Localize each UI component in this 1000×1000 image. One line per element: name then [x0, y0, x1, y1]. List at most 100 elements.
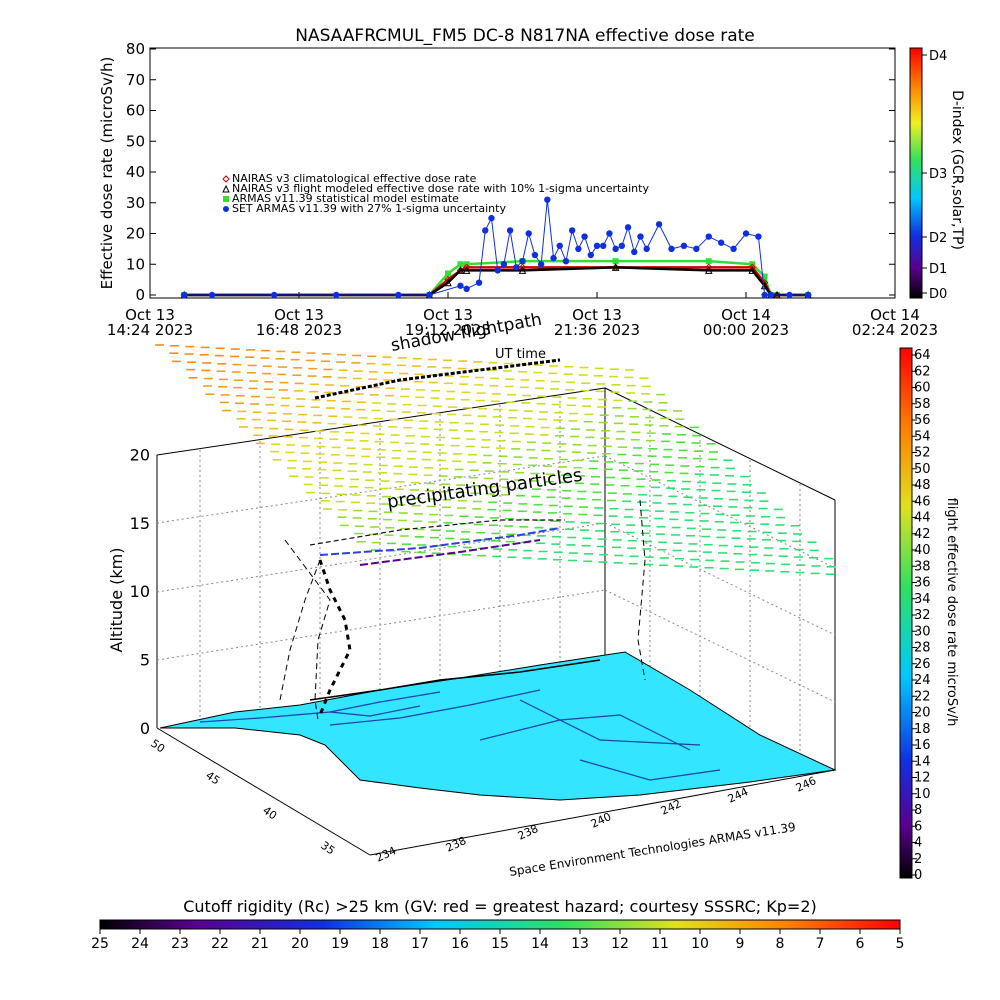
x-tick-label-day: Oct 14	[870, 306, 920, 324]
rc-tick-label: 13	[571, 936, 589, 952]
dose-colorbar-tick-label: 6	[914, 819, 922, 834]
data-point	[786, 291, 793, 299]
d-index-tick-label: D3	[929, 167, 947, 182]
latitude-tick-label: 40	[260, 804, 279, 823]
rc-tick-label: 18	[371, 936, 389, 952]
x-tick-label-day: Oct 13	[572, 306, 622, 324]
data-point	[333, 291, 340, 299]
rc-tick-label: 10	[691, 936, 709, 952]
d-index-tick-label: D1	[929, 262, 947, 277]
y-tick-label: 80	[126, 40, 145, 58]
rc-tick-label: 11	[651, 936, 669, 952]
annotation-ut-time: UT time	[495, 347, 546, 362]
legend-marker	[223, 196, 229, 202]
rc-colorbar-ticks: 25 24 23 22 21 20 19 18 17 16 15 14 13 12 11 10 9 8 7 6 5	[91, 929, 904, 952]
x-tick-label-time: 02:24 2023	[852, 321, 938, 339]
top-plot-frame	[149, 47, 896, 299]
data-point	[500, 261, 508, 268]
data-point	[705, 233, 712, 240]
d-index-label: D-index (GCR,solar,TP)	[949, 90, 965, 250]
dose-colorbar-tick-label: 32	[914, 608, 931, 623]
data-point	[637, 233, 644, 240]
data-point	[680, 242, 688, 249]
altitude-tick-label: 0	[140, 719, 150, 738]
d-index-tick-label: D0	[929, 287, 947, 302]
top-y-axis: 0 10 20 30 40 50 60 70 80	[126, 40, 895, 304]
dose-colorbar-ticks: 0246810121416182022242628303234363840424…	[912, 348, 931, 883]
data-point	[643, 245, 650, 253]
altitude-axis-label: Altitude (km)	[107, 548, 126, 653]
rc-tick-label: 6	[856, 936, 865, 952]
rc-tick-label: 20	[291, 936, 309, 952]
data-point	[655, 221, 663, 228]
data-point	[395, 291, 402, 299]
legend-marker	[222, 175, 230, 183]
data-point	[761, 291, 768, 299]
y-tick-label: 30	[126, 194, 145, 212]
data-point	[624, 224, 632, 231]
rc-tick-label: 22	[211, 936, 229, 952]
latitude-tick-label: 35	[318, 839, 337, 858]
legend-label: SET ARMAS v11.39 with 27% 1-sigma uncert…	[232, 202, 506, 215]
latitude-ticks: 50 45 40 35	[148, 737, 337, 858]
latitude-tick-label: 45	[203, 769, 222, 788]
data-point	[544, 196, 551, 203]
data-point	[513, 264, 520, 271]
dose-colorbar-tick-label: 0	[914, 868, 922, 883]
data-point	[506, 227, 514, 234]
dose-rate-field	[155, 344, 836, 575]
longitude-tick-label: 242	[659, 797, 684, 818]
dose-colorbar-tick-label: 2	[914, 852, 922, 867]
data-point	[494, 267, 501, 274]
data-point	[482, 227, 489, 234]
altitude-tick-label: 20	[130, 445, 150, 464]
data-point	[562, 257, 570, 265]
data-point	[631, 248, 638, 256]
y-tick-label: 0	[135, 286, 145, 304]
dose-colorbar-tick-label: 42	[914, 527, 931, 542]
data-point	[668, 245, 675, 253]
x-tick-label-day: Oct 14	[721, 306, 771, 324]
data-point	[475, 279, 483, 286]
d-index-ticks: D0 D1 D2 D3 D4	[922, 49, 947, 302]
chart-title: NASAAFRCMUL_FM5 DC-8 N817NA effective do…	[295, 26, 755, 46]
dose-colorbar-tick-label: 46	[914, 494, 931, 509]
data-point	[693, 245, 700, 253]
x-tick-label-day: Oct 13	[423, 306, 473, 324]
map-contours	[199, 689, 721, 781]
data-point	[180, 291, 188, 299]
legend-marker	[222, 184, 230, 193]
y-tick-label: 40	[126, 163, 145, 181]
rc-tick-label: 14	[531, 936, 549, 952]
3d-grid	[156, 396, 836, 754]
dose-colorbar-tick-label: 36	[914, 576, 931, 591]
x-tick-label-day: Oct 13	[125, 306, 175, 324]
data-point	[767, 291, 775, 299]
dose-colorbar	[899, 347, 913, 879]
x-tick-label-day: Oct 13	[274, 306, 324, 324]
data-point	[593, 242, 601, 249]
top-y-axis-label: Effective dose rate (microSv/h)	[98, 57, 116, 290]
rc-tick-label: 16	[451, 936, 469, 952]
d-index-colorbar	[909, 47, 923, 299]
data-point	[270, 291, 278, 299]
rc-tick-label: 12	[611, 936, 629, 952]
data-point	[208, 291, 216, 299]
dose-colorbar-tick-label: 44	[914, 511, 931, 526]
longitude-tick-label: 234	[374, 844, 399, 865]
dose-colorbar-tick-label: 14	[914, 754, 931, 769]
data-point	[600, 242, 607, 249]
rc-colorbar	[99, 919, 901, 930]
data-point	[519, 257, 526, 265]
altitude-tick-label: 15	[130, 514, 150, 533]
flight-path	[279, 358, 646, 721]
data-point	[426, 291, 433, 299]
d-index-tick-label: D4	[929, 49, 947, 64]
credit-text: Space Environment Technologies ARMAS v11…	[508, 820, 796, 879]
data-point	[618, 242, 626, 249]
data-point	[730, 245, 737, 253]
data-point	[457, 282, 464, 289]
dose-colorbar-tick-label: 30	[914, 624, 931, 639]
